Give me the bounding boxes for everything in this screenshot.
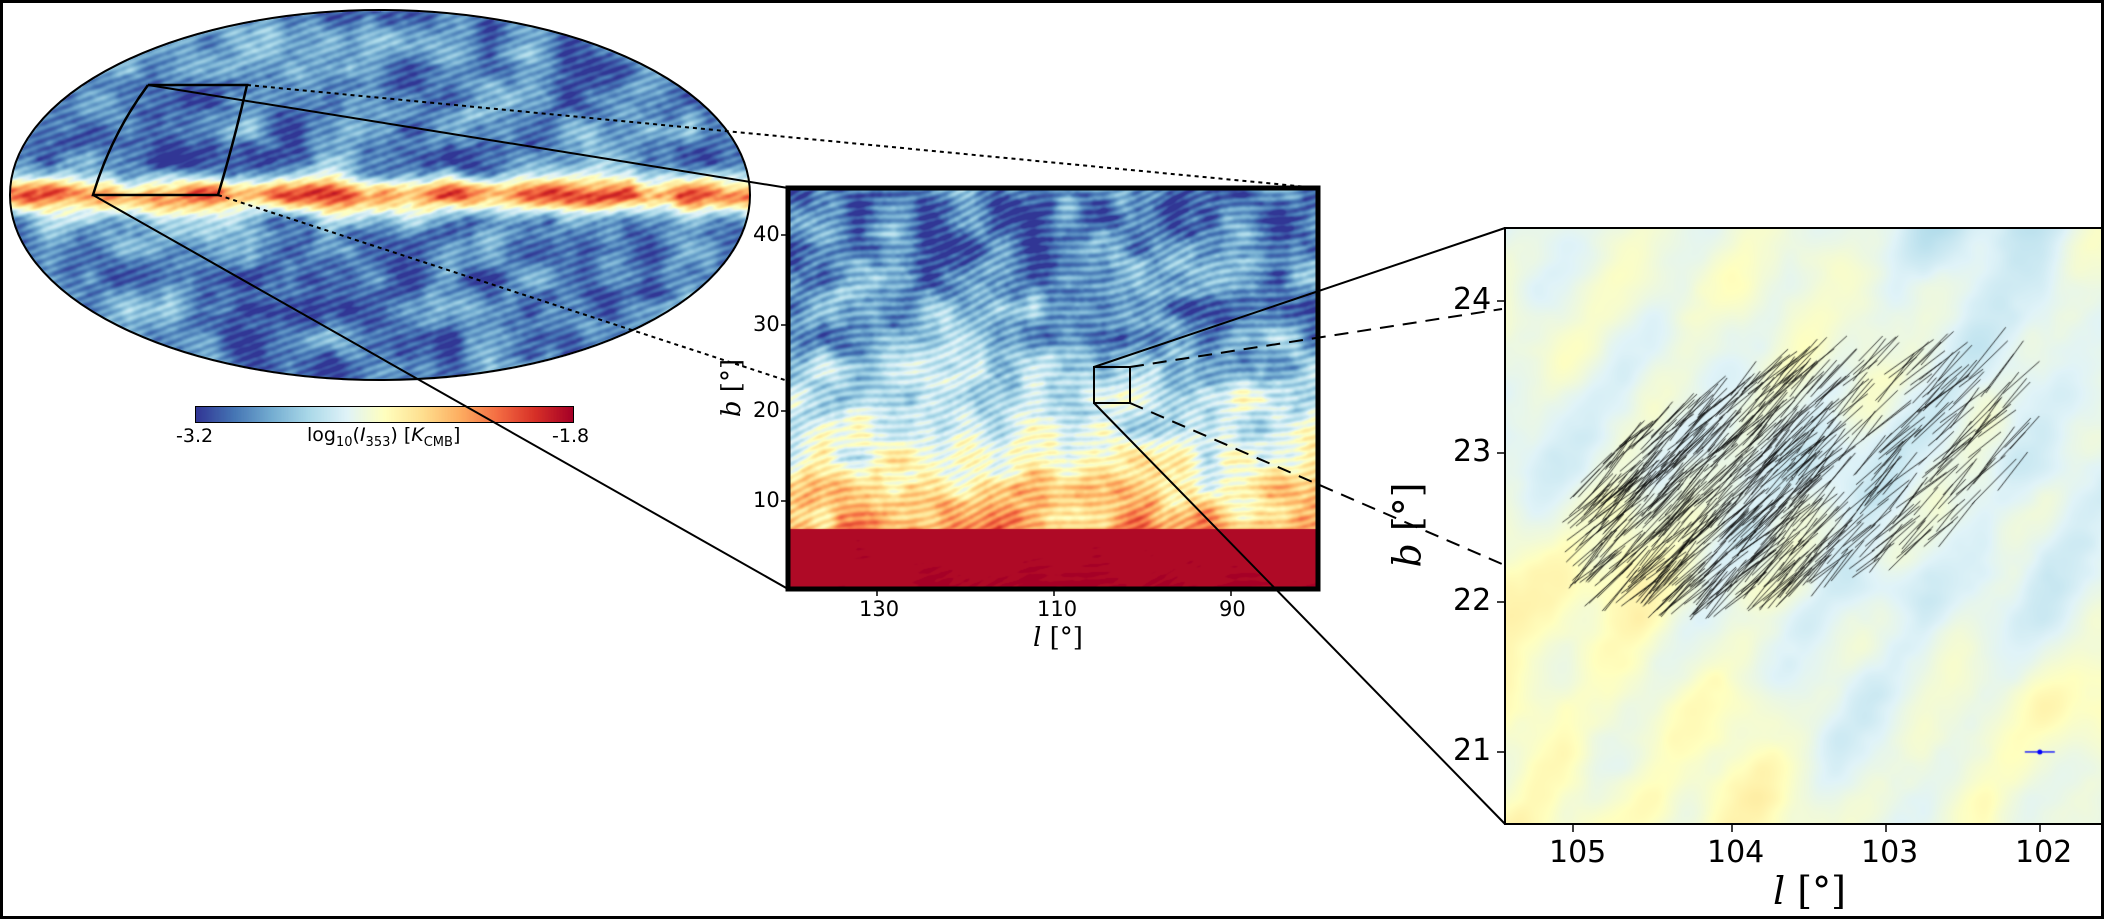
all-sky-zoom-box [91, 83, 249, 197]
mid-xlabel-var: l [1033, 623, 1042, 653]
zoom2-map [1505, 228, 2101, 824]
cb-log: log [307, 424, 336, 446]
mid-ylabel-var: b [717, 400, 748, 418]
cb-I-sub: 353 [365, 434, 391, 450]
right-ytick: 23 [1453, 434, 1492, 469]
mid-zoom-box [1093, 366, 1131, 404]
connector-line [92, 194, 789, 590]
right-ylabel: b [°] [1386, 482, 1430, 567]
right-xlabel-var: l [1773, 869, 1786, 913]
connector-line [147, 84, 789, 189]
cb-close: ) [ [390, 424, 412, 446]
mid-ylabel: b [°] [717, 359, 747, 417]
colorbar-min-label: -3.2 [176, 425, 214, 447]
mid-xtick: 130 [859, 597, 900, 621]
zoom1-map [788, 188, 1318, 589]
mid-ytick: 40 [753, 222, 780, 246]
mid-ytick: 30 [753, 312, 780, 336]
mid-xlabel-unit: [°] [1049, 623, 1083, 653]
right-ytick: 22 [1453, 583, 1492, 618]
cb-K: K [411, 424, 424, 446]
mid-xtick: 110 [1037, 597, 1078, 621]
colorbar-title: log10(I353) [KCMB] [307, 424, 460, 450]
colorbar-max-label: -1.8 [552, 425, 590, 447]
right-xtick: 102 [2015, 835, 2073, 870]
right-ytick: 24 [1453, 282, 1492, 317]
connector-dashed [1129, 308, 1503, 368]
all-sky-outline [9, 9, 751, 381]
mid-ytick: 10 [753, 488, 780, 512]
colorbar [195, 406, 574, 423]
mid-xlabel: l [°] [1033, 623, 1083, 653]
mid-ytick: 20 [753, 398, 780, 422]
right-xtick: 103 [1861, 835, 1919, 870]
connector-line [1093, 227, 1506, 368]
mid-xtick: 90 [1219, 597, 1246, 621]
mid-frame [785, 185, 1321, 592]
cb-I: I [359, 424, 366, 446]
cb-K-sub: CMB [423, 434, 453, 450]
right-xlabel-unit: [°] [1797, 869, 1846, 913]
right-xlabel: l [°] [1773, 869, 1846, 913]
cb-open: ( [352, 424, 360, 446]
right-xtick: 105 [1549, 835, 1607, 870]
cb-log-sub: 10 [335, 434, 353, 450]
connector-dotted [217, 194, 789, 382]
right-frame [1504, 227, 2101, 825]
right-ylabel-unit: [°] [1385, 482, 1430, 532]
connector-dotted [246, 84, 1319, 189]
right-xtick: 104 [1707, 835, 1765, 870]
cb-end: ] [452, 424, 461, 446]
connector-line [1093, 402, 1506, 825]
right-ytick: 21 [1453, 733, 1492, 768]
right-ylabel-var: b [1385, 543, 1430, 568]
mid-ylabel-unit: [°] [717, 358, 748, 393]
